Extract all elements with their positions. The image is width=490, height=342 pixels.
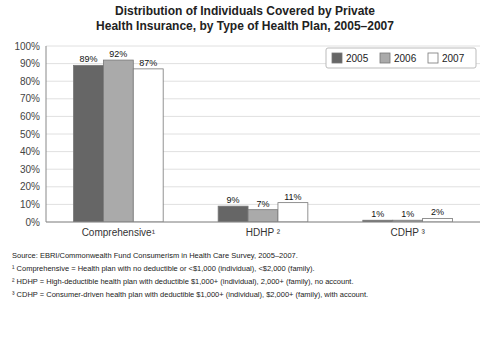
y-tick-label: 0% (26, 217, 41, 228)
bar (218, 206, 248, 222)
grid (46, 46, 480, 222)
y-axis-line (46, 46, 47, 222)
bar (423, 218, 453, 222)
footnote: Source: EBRI/Commonwealth Fund Consumeri… (12, 251, 298, 260)
data-label: 1% (371, 209, 384, 219)
grid-line (46, 46, 480, 47)
title: Distribution of Individuals Covered by P… (96, 4, 394, 33)
data-labels: 89% 9% 1% 92% 7% 1% 87% 11% 2% (79, 49, 444, 219)
data-label: 7% (256, 199, 269, 209)
chart: Distribution of Individuals Covered by P… (0, 0, 490, 342)
background (0, 0, 490, 342)
y-tick-label: 10% (20, 199, 40, 210)
bar (103, 60, 133, 222)
bar (278, 203, 308, 222)
legend-swatch (332, 53, 342, 63)
bar (248, 210, 278, 222)
data-label: 92% (109, 49, 127, 59)
y-tick-label: 30% (20, 164, 40, 175)
legend-label: 2007 (442, 53, 465, 64)
legend-swatch (380, 53, 390, 63)
y-tick-label: 60% (20, 111, 40, 122)
x-tick-label: HDHP ² (246, 227, 281, 238)
legend-label: 2005 (346, 53, 369, 64)
data-label: 87% (139, 58, 157, 68)
y-tick-label: 70% (20, 93, 40, 104)
data-label: 9% (227, 195, 240, 205)
footnote: ¹ Comprehensive = Health plan with no de… (12, 264, 314, 273)
y-tick-label: 50% (20, 129, 40, 140)
y-tick-label: 90% (20, 58, 40, 69)
bar (133, 69, 163, 222)
data-label: 89% (79, 54, 97, 64)
footnote: ² HDHP = High-deductible health plan wit… (12, 277, 354, 286)
title-line: Health Insurance, by Type of Health Plan… (96, 19, 394, 33)
bar (73, 65, 103, 222)
y-tick-label: 80% (20, 76, 40, 87)
legend-swatch (428, 53, 438, 63)
footnote: ³ CDHP = Consumer-driven health plan wit… (12, 290, 368, 299)
y-tick-label: 40% (20, 146, 40, 157)
legend-frame (326, 48, 476, 68)
y-tick-label: 100% (14, 41, 40, 52)
y-tick-label: 20% (20, 181, 40, 192)
data-label: 2% (431, 207, 444, 217)
title-line: Distribution of Individuals Covered by P… (115, 4, 375, 18)
data-label: 1% (401, 209, 414, 219)
legend: 2005 2006 2007 (326, 48, 476, 68)
legend-label: 2006 (394, 53, 417, 64)
x-tick-label: Comprehensive¹ (82, 227, 156, 238)
grid-line (46, 222, 480, 223)
x-tick-label: CDHP ³ (391, 227, 426, 238)
data-label: 11% (284, 192, 301, 202)
bars (73, 60, 452, 222)
x-axis-line (46, 222, 480, 223)
